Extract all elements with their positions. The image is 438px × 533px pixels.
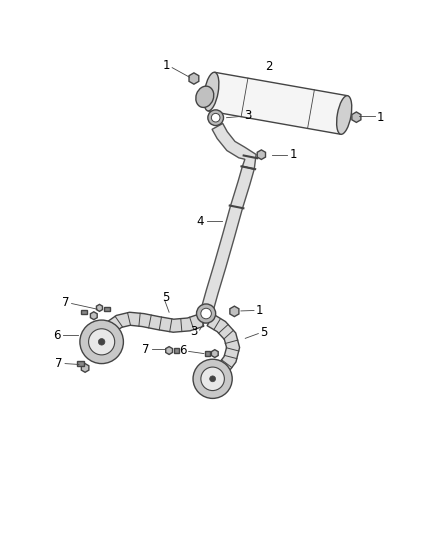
Text: 3: 3 <box>244 109 251 122</box>
Bar <box>104 307 110 311</box>
Circle shape <box>80 320 124 364</box>
Circle shape <box>197 304 215 323</box>
Circle shape <box>212 114 220 122</box>
Polygon shape <box>230 306 239 317</box>
Polygon shape <box>212 124 256 169</box>
Text: 5: 5 <box>162 292 170 304</box>
Circle shape <box>99 338 105 345</box>
Polygon shape <box>189 73 199 84</box>
Text: 6: 6 <box>53 329 60 342</box>
Ellipse shape <box>204 72 219 111</box>
Polygon shape <box>99 312 204 340</box>
Text: 7: 7 <box>142 343 149 356</box>
Circle shape <box>88 329 115 355</box>
Text: 7: 7 <box>61 296 69 309</box>
Text: 1: 1 <box>290 148 297 161</box>
Polygon shape <box>207 314 240 379</box>
Bar <box>205 351 210 356</box>
Polygon shape <box>200 166 254 315</box>
Text: 3: 3 <box>190 325 198 338</box>
Polygon shape <box>90 312 97 320</box>
Polygon shape <box>81 364 89 372</box>
Ellipse shape <box>196 86 214 108</box>
Circle shape <box>201 367 224 391</box>
Circle shape <box>201 308 212 319</box>
Text: 1: 1 <box>162 59 170 72</box>
Text: 1: 1 <box>256 304 264 317</box>
Bar <box>77 361 84 366</box>
Text: 1: 1 <box>377 111 384 124</box>
Bar <box>174 349 179 353</box>
Text: 7: 7 <box>55 357 63 370</box>
Text: 4: 4 <box>197 215 205 228</box>
Polygon shape <box>212 350 218 358</box>
Polygon shape <box>96 304 102 311</box>
Circle shape <box>210 376 215 382</box>
Bar <box>81 310 87 314</box>
Polygon shape <box>208 72 348 134</box>
Text: 6: 6 <box>179 344 187 357</box>
Circle shape <box>193 359 232 398</box>
Text: 2: 2 <box>265 60 273 73</box>
Text: 5: 5 <box>261 326 268 339</box>
Polygon shape <box>257 150 265 159</box>
Ellipse shape <box>337 96 352 134</box>
Circle shape <box>208 110 223 126</box>
Polygon shape <box>166 346 173 354</box>
Polygon shape <box>352 112 361 123</box>
